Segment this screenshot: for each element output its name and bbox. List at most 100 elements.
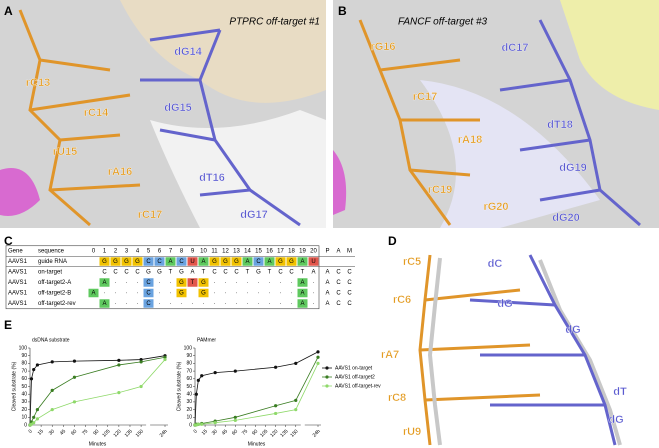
table-cell: ·: [115, 291, 117, 297]
table-cell: AAVS1: [8, 270, 28, 276]
y-tick-label: 40: [186, 392, 192, 398]
panel-letter: A: [4, 4, 13, 18]
data-point: [117, 363, 121, 367]
chart-title: PAMmer: [197, 337, 216, 343]
table-cell: G: [179, 270, 184, 276]
table-cell: C: [212, 270, 217, 276]
table-cell: ·: [225, 301, 227, 307]
data-point: [35, 417, 40, 421]
table-cell: ·: [258, 301, 260, 307]
table-cell: ·: [170, 301, 172, 307]
x-tick-label: 15: [37, 428, 45, 436]
data-point: [196, 378, 200, 382]
base-cell: [209, 257, 220, 266]
table-cell: C: [289, 270, 294, 276]
table-cell: ·: [225, 291, 227, 297]
y-tick-label: 80: [21, 361, 27, 367]
table-cell: A: [201, 259, 205, 265]
residue-label: rA16: [108, 166, 132, 178]
data-point: [32, 415, 36, 419]
table-cell: G: [124, 259, 129, 265]
data-point: [233, 415, 237, 419]
data-point: [274, 411, 278, 416]
table-cell: A: [300, 280, 304, 286]
structure-render-d: [418, 254, 622, 446]
base-cell: [165, 257, 176, 266]
table-cell: ·: [269, 301, 271, 307]
residue-label: rC6: [393, 294, 411, 306]
table-cell: AAVS1: [8, 291, 28, 297]
panel-title: PTPRC off-target #1: [229, 17, 320, 28]
table-cell: C: [336, 291, 341, 297]
base-cell: [198, 257, 209, 266]
structure-render-b: [333, 0, 659, 228]
table-cell: A: [325, 270, 329, 276]
residue-label: dG14: [174, 46, 202, 58]
table-cell: ·: [126, 301, 128, 307]
table-cell: ·: [280, 291, 282, 297]
table-cell: C: [135, 270, 140, 276]
residue-label: rC5: [403, 256, 421, 268]
table-cell: U: [311, 259, 315, 265]
base-cell: [143, 299, 154, 308]
data-point: [316, 361, 320, 365]
base-cell: [143, 278, 154, 287]
table-cell: ·: [236, 301, 238, 307]
x-tick-label: 60: [231, 428, 239, 436]
y-tick-label: 40: [21, 392, 27, 398]
table-cell: T: [191, 280, 195, 286]
data-point: [294, 408, 298, 412]
x-tick-label: 24h: [312, 428, 322, 438]
x-tick-label: 105: [101, 428, 111, 438]
base-cell: [176, 278, 187, 287]
x-tick-label: 120: [269, 428, 279, 438]
table-cell: C: [157, 259, 162, 265]
x-tick-label: 45: [59, 428, 67, 436]
y-tick-label: 0: [189, 422, 192, 428]
table-cell: ·: [313, 301, 315, 307]
table-header: 7: [169, 249, 173, 255]
base-cell: [297, 257, 308, 266]
table-cell: G: [146, 270, 151, 276]
x-tick-label: 120: [113, 428, 123, 438]
x-tick-label: 135: [279, 428, 289, 438]
table-cell: G: [102, 259, 107, 265]
y-tick-label: 10: [21, 415, 27, 421]
table-cell: T: [169, 270, 173, 276]
series-line: [194, 357, 319, 426]
residue-label: dT: [613, 386, 627, 398]
table-header: sequence: [38, 249, 65, 255]
data-point: [213, 421, 217, 425]
table-cell: ·: [247, 280, 249, 286]
table-cell: ·: [159, 280, 161, 286]
panel-letter: D: [388, 234, 397, 248]
table-header: 1: [103, 249, 107, 255]
y-tick-label: 70: [186, 368, 192, 374]
base-cell: [132, 257, 143, 266]
y-tick-label: 90: [21, 353, 27, 359]
table-cell: ·: [313, 280, 315, 286]
table-cell: A: [168, 259, 172, 265]
y-tick-label: 10: [186, 415, 192, 421]
table-cell: off-target2-B: [38, 291, 71, 297]
table-cell: G: [157, 270, 162, 276]
table-cell: ·: [247, 291, 249, 297]
table-header: 13: [233, 249, 240, 255]
table-header: P: [325, 249, 329, 255]
base-cell: [275, 257, 286, 266]
x-tick-label: 75: [81, 428, 89, 436]
table-header: A: [336, 249, 340, 255]
table-cell: ·: [247, 301, 249, 307]
table-header: 15: [255, 249, 262, 255]
y-tick-label: 70: [21, 368, 27, 374]
residue-label: rA18: [458, 134, 482, 146]
table-cell: ·: [181, 301, 183, 307]
table-cell: C: [336, 270, 341, 276]
base-cell: [264, 257, 275, 266]
data-point: [117, 358, 121, 362]
table-cell: C: [102, 270, 107, 276]
table-header: 9: [191, 249, 195, 255]
table-cell: G: [179, 291, 184, 297]
legend-marker: [325, 366, 329, 370]
data-point: [194, 392, 198, 396]
